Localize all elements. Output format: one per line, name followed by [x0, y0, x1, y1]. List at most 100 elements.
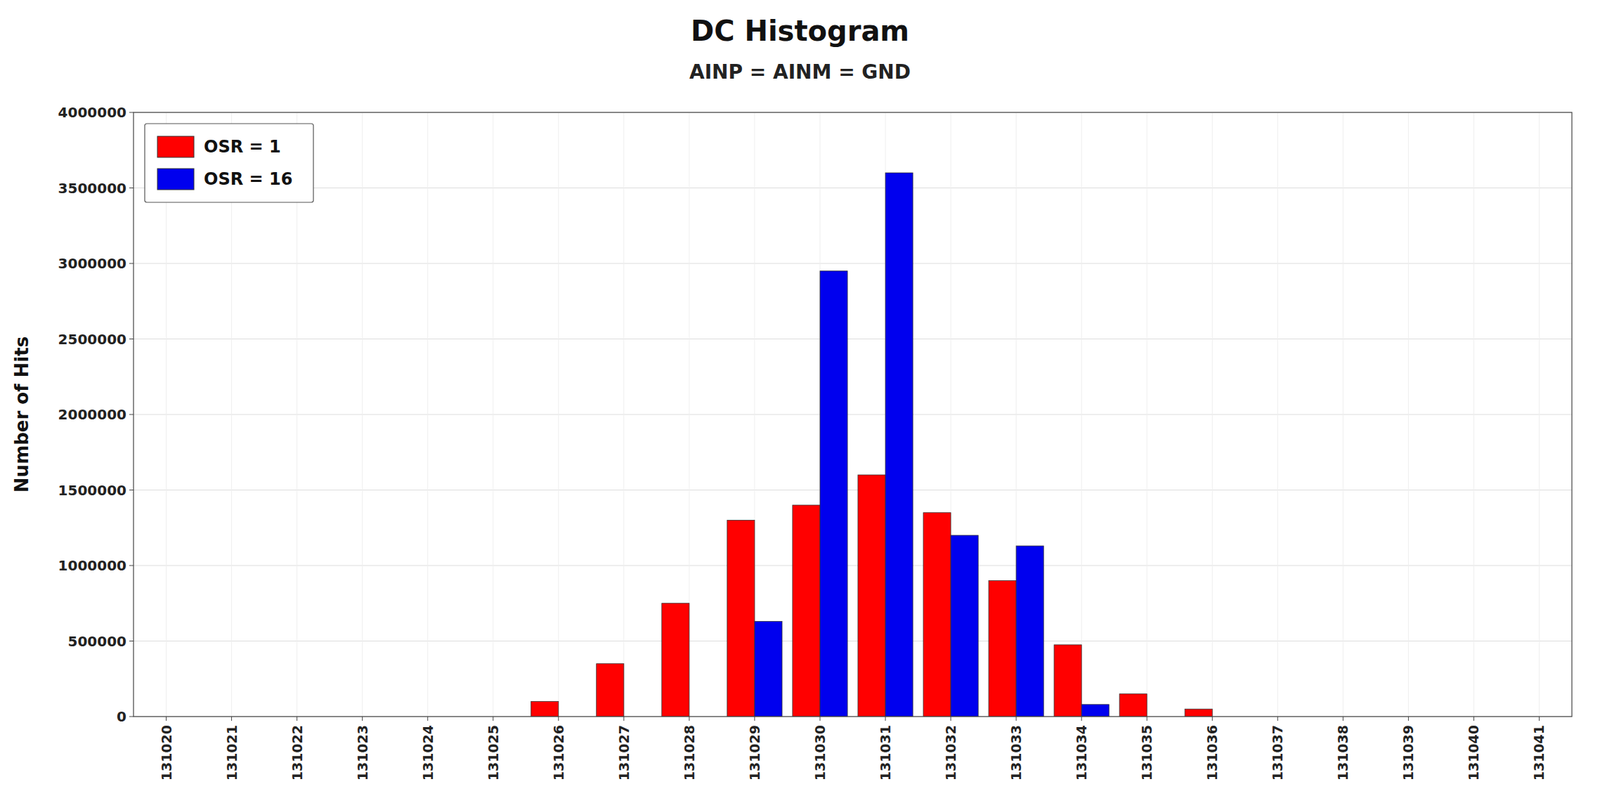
x-grid-line [361, 112, 363, 717]
x-tick-label: 131020 [158, 725, 175, 781]
legend-label: OSR = 1 [203, 137, 282, 157]
x-tick-label: 131028 [681, 725, 698, 781]
x-grid-line [1146, 112, 1148, 717]
x-tick [688, 716, 690, 721]
x-tick-label: 131031 [877, 725, 894, 781]
x-tick-label: 131021 [224, 725, 240, 781]
x-tick-label: 131041 [1531, 725, 1547, 781]
x-tick [1538, 716, 1540, 721]
y-tick-label: 0 [116, 708, 127, 726]
x-tick [492, 716, 494, 721]
x-grid-line [1538, 112, 1540, 717]
y-tick-label: 500000 [68, 633, 128, 650]
y-tick [129, 112, 134, 114]
y-tick-label: 3500000 [58, 179, 127, 197]
x-tick [427, 716, 428, 721]
x-tick [361, 716, 363, 721]
x-tick-label: 131022 [289, 725, 305, 781]
y-tick-label: 2500000 [58, 330, 127, 348]
chart-container: DC Histogram AINP = AINM = GND 0 500000 1000… [0, 0, 1600, 810]
x-grid-line [165, 112, 167, 717]
y-tick [129, 414, 134, 416]
x-grid-line [1408, 112, 1409, 717]
y-axis-label: Number of Hits [11, 336, 33, 493]
x-tick-label: 131040 [1465, 725, 1482, 781]
y-grid-line [133, 187, 1572, 189]
x-tick-label: 131029 [746, 725, 763, 781]
x-tick [1342, 716, 1344, 721]
y-tick [129, 187, 134, 189]
x-tick-label: 131038 [1335, 725, 1351, 781]
y-tick-label: 1500000 [58, 482, 127, 499]
legend: OSR = 1 OSR = 16 [144, 123, 314, 203]
y-grid-line [133, 414, 1572, 416]
x-tick [1146, 716, 1148, 721]
x-tick [623, 716, 624, 721]
y-tick [129, 338, 134, 340]
bar [792, 505, 821, 717]
x-tick [885, 716, 887, 721]
chart-subtitle: AINP = AINM = GND [689, 60, 911, 84]
x-grid-line [557, 112, 559, 717]
bar [885, 172, 913, 717]
x-grid-line [1081, 112, 1083, 717]
x-tick-label: 131036 [1204, 725, 1220, 781]
y-tick-label: 3000000 [58, 255, 127, 272]
bar [531, 701, 559, 718]
x-tick-label: 131027 [616, 725, 632, 781]
x-tick-label: 131025 [485, 725, 502, 781]
x-grid-line [1212, 112, 1213, 717]
y-tick-label: 1000000 [58, 557, 127, 575]
x-tick-label: 131035 [1139, 725, 1155, 781]
y-tick [129, 640, 134, 642]
x-tick [1277, 716, 1279, 721]
x-grid-line [492, 112, 494, 717]
x-tick-label: 131026 [550, 725, 567, 781]
x-tick [1081, 716, 1083, 721]
x-tick-label: 131024 [420, 725, 436, 781]
x-tick [753, 716, 755, 721]
x-axis: 131020 131021 131022 131023 131024 131025 1310… [158, 716, 1548, 781]
legend-label: OSR = 16 [203, 169, 293, 190]
x-tick [165, 716, 167, 721]
x-grid-line [427, 112, 428, 717]
x-grid-line [1342, 112, 1344, 717]
bar [1016, 545, 1044, 717]
y-grid-line [133, 640, 1572, 642]
chart-svg: DC Histogram AINP = AINM = GND 0 500000 1000… [0, 0, 1600, 810]
x-grid-line [1473, 112, 1475, 717]
bar [1054, 645, 1082, 717]
x-tick [819, 716, 821, 721]
plot-frame [133, 112, 1572, 717]
chart-title: DC Histogram [690, 14, 910, 48]
bar [1119, 694, 1147, 717]
bar [1184, 709, 1213, 717]
x-grid-line [231, 112, 232, 717]
y-grid-line [133, 489, 1572, 491]
bar [754, 621, 783, 717]
y-tick [129, 565, 134, 567]
bar [857, 475, 886, 717]
x-tick [557, 716, 559, 721]
y-grid-line [133, 338, 1572, 340]
x-grid-line [296, 112, 298, 717]
y-grid-line [133, 263, 1572, 265]
y-tick [129, 489, 134, 491]
bar [1081, 704, 1109, 717]
x-tick-label: 131023 [354, 725, 371, 781]
x-tick [231, 716, 232, 721]
y-tick [129, 716, 134, 718]
bar-series [531, 475, 1213, 717]
x-tick [950, 716, 952, 721]
bar-series [754, 172, 1109, 717]
legend-swatch [157, 136, 194, 158]
y-tick-label: 4000000 [58, 103, 127, 121]
y-grid-line [133, 565, 1572, 567]
bar [596, 664, 624, 717]
bar [950, 535, 979, 717]
y-tick-label: 2000000 [58, 406, 127, 424]
x-tick [1016, 716, 1017, 721]
x-tick-label: 131037 [1269, 725, 1286, 781]
x-tick [1473, 716, 1475, 721]
x-tick [296, 716, 298, 721]
